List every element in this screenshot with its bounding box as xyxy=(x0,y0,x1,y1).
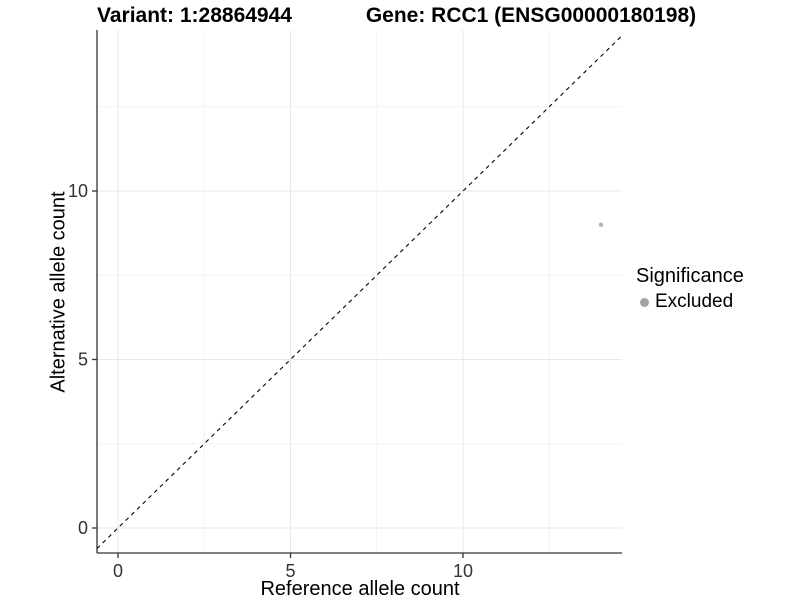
x-axis-title: Reference allele count xyxy=(260,578,460,600)
variant-title: Variant: 1:28864944 xyxy=(97,4,292,27)
y-axis-title: Alternative allele count xyxy=(47,191,70,393)
legend-item-excluded: Excluded xyxy=(636,291,744,313)
legend: Significance Excluded xyxy=(636,265,744,313)
y-tick-label: 10 xyxy=(68,181,88,201)
y-tick-label: 5 xyxy=(78,350,88,370)
excluded-point-icon xyxy=(640,297,649,307)
legend-title: Significance xyxy=(636,265,744,287)
legend-item-label: Excluded xyxy=(655,291,734,312)
x-tick-label: 5 xyxy=(285,561,295,581)
x-tick-label: 10 xyxy=(453,561,473,581)
gene-title: Gene: RCC1 (ENSG00000180198) xyxy=(365,4,697,27)
identity-line xyxy=(96,35,623,549)
y-tick-label: 0 xyxy=(78,518,88,538)
data-point xyxy=(598,222,604,227)
x-tick-label: 0 xyxy=(113,561,123,581)
